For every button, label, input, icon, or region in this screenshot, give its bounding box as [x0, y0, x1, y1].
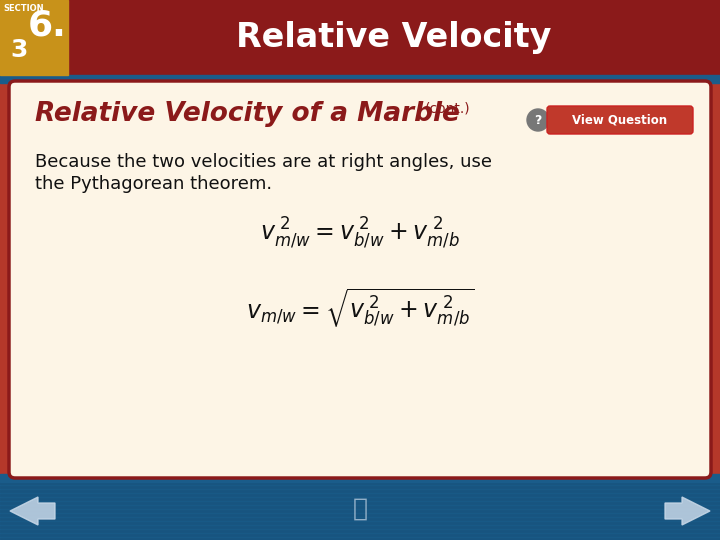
Text: the Pythagorean theorem.: the Pythagorean theorem.	[35, 175, 272, 193]
Bar	[0, 514, 720, 516]
Text: ?: ?	[534, 113, 541, 126]
Bar	[0, 486, 720, 488]
Polygon shape	[665, 497, 710, 525]
Circle shape	[527, 109, 549, 131]
Bar	[0, 494, 720, 496]
Text: 🏠: 🏠	[353, 497, 367, 521]
Bar	[0, 534, 720, 536]
FancyBboxPatch shape	[9, 81, 711, 478]
Bar	[0, 526, 720, 528]
Text: View Question: View Question	[572, 113, 667, 126]
Bar	[0, 482, 720, 484]
Bar	[0, 0, 68, 75]
Bar	[0, 502, 720, 504]
Text: $\boldsymbol{\mathit{v}}_{m/w}^{\ 2} = \boldsymbol{\mathit{v}}_{b/w}^{\ 2} + \bo: $\boldsymbol{\mathit{v}}_{m/w}^{\ 2} = \…	[260, 215, 460, 251]
Bar	[0, 510, 720, 512]
Bar	[0, 518, 720, 520]
Bar	[0, 522, 720, 524]
Bar	[0, 75, 720, 83]
Text: Relative Velocity: Relative Velocity	[236, 21, 552, 54]
Text: 6.: 6.	[28, 8, 67, 42]
Bar	[0, 474, 720, 482]
Text: SECTION: SECTION	[3, 4, 44, 13]
Polygon shape	[10, 497, 55, 525]
Bar	[0, 498, 720, 500]
Text: Because the two velocities are at right angles, use: Because the two velocities are at right …	[35, 153, 492, 171]
FancyBboxPatch shape	[547, 106, 693, 134]
Text: (cont.): (cont.)	[425, 101, 471, 115]
Text: 3: 3	[10, 38, 27, 62]
Bar	[0, 0, 720, 75]
Bar	[0, 538, 720, 540]
Text: Relative Velocity of a Marble: Relative Velocity of a Marble	[35, 101, 460, 127]
Bar	[0, 530, 720, 532]
Bar	[0, 506, 720, 508]
Bar	[0, 490, 720, 492]
Bar	[0, 482, 720, 540]
Text: $\boldsymbol{\mathit{v}}_{m/w} = \sqrt{\boldsymbol{\mathit{v}}_{b/w}^{\ 2} + \bo: $\boldsymbol{\mathit{v}}_{m/w} = \sqrt{\…	[246, 286, 474, 329]
